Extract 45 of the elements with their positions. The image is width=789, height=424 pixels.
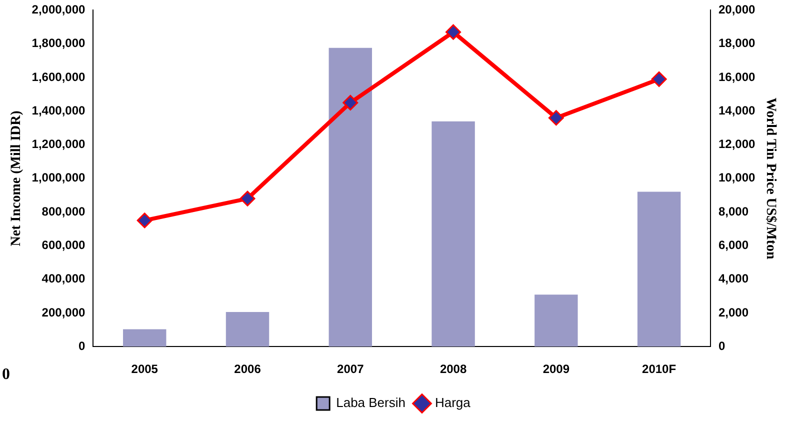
- y2-tick-label: 14,000: [718, 103, 756, 118]
- y-tick-label: 800,000: [42, 204, 86, 218]
- point: [240, 190, 256, 206]
- bar: [123, 329, 166, 347]
- y-tick-label: 1,600,000: [32, 70, 86, 84]
- bar: [328, 48, 372, 347]
- text: 0: [2, 366, 10, 383]
- y2-tick-label: 0: [718, 338, 726, 353]
- y-tick-label: 1,800,000: [32, 36, 86, 50]
- y-tick-label: 2,000,000: [32, 2, 86, 17]
- y2-tick-label: 10,000: [718, 170, 756, 185]
- y2-tick-label: 8,000: [718, 204, 749, 218]
- y-axis-title: Net Income (Mill IDR): [9, 110, 24, 246]
- x-tick-label: 2006: [234, 362, 262, 376]
- x-tick-label: 2007: [337, 362, 364, 376]
- y-tick-label: 600,000: [42, 238, 86, 252]
- point: [136, 212, 152, 228]
- y2-tick-label: 6,000: [718, 238, 749, 252]
- bar: [534, 294, 578, 347]
- bar: [637, 192, 681, 347]
- point: [446, 24, 462, 40]
- legend-label: Harga: [434, 395, 472, 410]
- x-tick-label: 2005: [131, 362, 158, 376]
- x-tick-label: 2010F: [642, 362, 676, 376]
- y2-tick-label: 2,000: [718, 305, 749, 320]
- y2-axis-title: World Tin Price US$/Mton: [762, 98, 778, 260]
- y2-tick-label: 4,000: [718, 272, 749, 286]
- y-tick-label: 0: [78, 338, 86, 353]
- legend-label: Laba Bersih: [336, 395, 406, 410]
- y2-tick-label: 16,000: [718, 70, 756, 84]
- y2-tick-label: 18,000: [718, 36, 756, 50]
- bar: [226, 312, 270, 347]
- y-tick-label: 1,400,000: [32, 103, 86, 118]
- point: [342, 94, 358, 110]
- y2-tick-label: 20,000: [718, 2, 756, 17]
- y2-tick-label: 12,000: [718, 137, 756, 152]
- point: [651, 71, 667, 87]
- x-tick-label: 2009: [542, 362, 570, 376]
- bar: [432, 121, 475, 347]
- y-tick-label: 400,000: [42, 272, 86, 286]
- y-tick-label: 1,000,000: [32, 170, 86, 185]
- y-tick-label: 1,200,000: [32, 137, 86, 152]
- point: [548, 110, 564, 126]
- x-tick-label: 2008: [440, 362, 467, 376]
- y-tick-label: 200,000: [42, 305, 86, 320]
